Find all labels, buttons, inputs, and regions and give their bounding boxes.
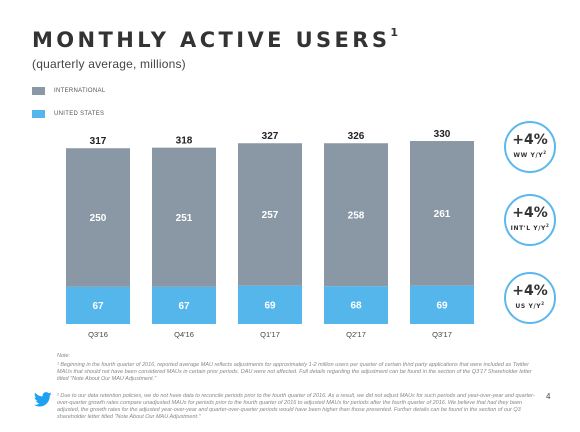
badge-intl-value: +4% [512,205,548,221]
bar-united-states-3 [324,286,388,324]
page-number: 4 [546,392,551,401]
legend-swatch-united-states [32,109,45,118]
badge-intl-label: INT'L Y/Y2 [506,223,554,232]
chart-legend: INTERNATIONAL UNITED STATES [32,84,105,130]
badge-us-value: +4% [512,283,548,299]
badge-intl-growth: +4% INT'L Y/Y2 [504,194,556,246]
data-label-international-4: 261 [434,209,451,220]
data-label-total-1: 318 [176,136,193,147]
x-tick-label-3: Q2'17 [346,330,366,339]
title-text: MONTHLY ACTIVE USERS [32,28,391,52]
legend-label-united-states: UNITED STATES [54,110,105,117]
note-label: Note: [57,353,71,359]
data-label-international-3: 258 [348,210,365,221]
badge-us-footnote-mark: 2 [541,301,545,306]
bar-international-2 [238,143,302,286]
stacked-bar-chart: 250 67 317 Q3'16 251 67 318 Q4'16 257 69 327 Q1'17 2… [66,129,474,339]
data-label-united-states-4: 69 [436,300,448,311]
legend-label-international: INTERNATIONAL [54,87,106,94]
badge-ww-footnote-mark: 2 [543,150,547,155]
legend-item-united-states: UNITED STATES [32,107,105,120]
bar-united-states-1 [152,286,216,324]
legend-item-international: INTERNATIONAL [32,84,105,97]
x-tick-label-0: Q3'16 [88,330,108,339]
page-title: MONTHLY ACTIVE USERS1 [32,26,399,52]
data-label-united-states-1: 67 [178,301,190,312]
footnote-1: ¹ Beginning in the fourth quarter of 201… [57,362,532,382]
bar-international-4 [410,141,474,286]
bar-united-states-0 [66,286,130,324]
badge-intl-footnote-mark: 2 [546,223,550,228]
badge-us-growth: +4% US Y/Y2 [504,272,556,324]
x-tick-label-4: Q3'17 [432,330,452,339]
data-label-united-states-3: 68 [350,301,362,312]
badge-us-label: US Y/Y2 [506,301,554,310]
footnote-2: ² Due to our data retention policies, we… [57,393,535,420]
data-label-international-2: 257 [262,210,279,221]
bar-united-states-2 [238,285,302,324]
badge-ww-label-text: WW Y/Y [513,152,544,159]
bar-international-3 [324,143,388,287]
badge-ww-label: WW Y/Y2 [506,150,554,159]
bar-international-0 [66,148,130,287]
bar-united-states-4 [410,285,474,324]
data-label-united-states-2: 69 [264,300,276,311]
data-label-total-3: 326 [348,131,365,142]
data-label-international-1: 251 [176,213,193,224]
x-tick-label-2: Q1'17 [260,330,280,339]
data-label-total-4: 330 [434,129,451,140]
x-tick-label-1: Q4'16 [174,330,194,339]
twitter-bird-icon [34,392,52,407]
data-label-united-states-0: 67 [92,301,104,312]
badge-us-label-text: US Y/Y [515,303,542,310]
bar-international-1 [152,147,216,287]
badge-ww-growth: +4% WW Y/Y2 [504,121,556,173]
page-subtitle: (quarterly average, millions) [32,57,186,71]
title-footnote-mark: 1 [390,26,399,39]
data-label-international-0: 250 [90,213,107,224]
badge-ww-value: +4% [512,132,548,148]
badge-intl-label-text: INT'L Y/Y [510,225,546,232]
data-label-total-2: 327 [262,131,279,142]
data-label-total-0: 317 [90,136,107,147]
legend-swatch-international [32,86,45,95]
